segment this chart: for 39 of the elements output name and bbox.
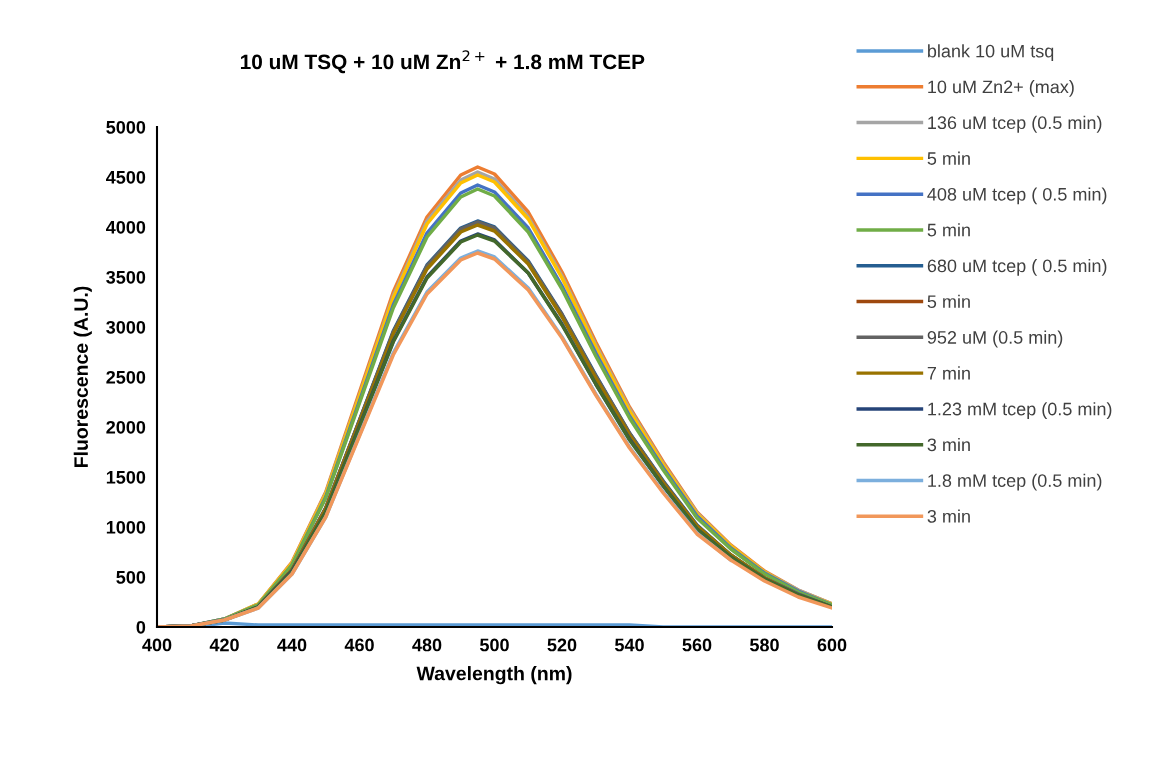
x-tick-label: 520	[547, 638, 577, 652]
x-tick-label: 600	[817, 638, 847, 652]
x-axis-title: Wavelength (nm)	[416, 666, 572, 685]
legend-label: 1.8 mM tcep (0.5 min)	[928, 473, 1102, 491]
chart-title: 10 uM TSQ + 10 uM Zn$^{2+}$ + 1.8 mM TCEP	[240, 50, 645, 74]
y-tick-label: 3500	[106, 270, 146, 284]
legend-label: 5 min	[927, 294, 970, 309]
x-tick-label: 560	[682, 638, 712, 652]
x-tick-label: 480	[412, 638, 442, 652]
legend-label: 1.23 mM tcep (0.5 min)	[928, 402, 1112, 419]
x-tick-label: 540	[614, 638, 644, 652]
x-tick-label: 420	[209, 638, 239, 652]
legend-label: 3 min	[927, 437, 970, 452]
legend-label: 5 min	[927, 151, 970, 165]
legend-label: 5 min	[927, 223, 970, 237]
legend-label: 136 uM tcep (0.5 min)	[928, 115, 1102, 133]
x-tick-label: 500	[479, 638, 509, 652]
y-tick-label: 1500	[106, 470, 146, 484]
legend-label: 408 uM tcep ( 0.5 min)	[927, 187, 1107, 205]
x-tick-label: 460	[344, 638, 374, 652]
legend-label: blank 10 uM tsq	[928, 44, 1054, 62]
legend-label: 10 uM Zn2+ (max)	[928, 80, 1074, 97]
y-tick-label: 500	[116, 570, 146, 584]
y-tick-label: 2000	[106, 420, 146, 434]
legend-label: 952 uM (0.5 min)	[927, 330, 1063, 348]
y-tick-label: 0	[136, 620, 146, 634]
y-tick-label: 3000	[106, 320, 146, 334]
x-tick-label: 440	[277, 638, 307, 652]
y-tick-label: 4000	[106, 220, 146, 234]
y-tick-label: 2500	[106, 370, 146, 384]
legend-label: 680 uM tcep ( 0.5 min)	[927, 258, 1107, 276]
y-tick-label: 1000	[106, 520, 146, 534]
y-tick-label: 4500	[106, 170, 146, 184]
legend-label: 3 min	[927, 509, 970, 523]
y-tick-label: 5000	[106, 120, 146, 134]
y-axis-title: Fluorescence (A.U.)	[73, 286, 92, 467]
legend-label: 7 min	[927, 366, 970, 380]
x-tick-label: 580	[749, 638, 779, 652]
x-tick-label: 400	[142, 638, 172, 652]
